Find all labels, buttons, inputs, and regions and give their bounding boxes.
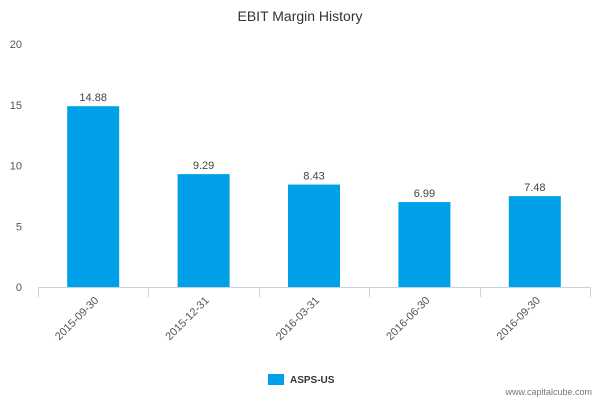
x-tick-label-2015-12-31: 2015-12-31 <box>163 295 211 343</box>
legend-swatch-asps-us <box>268 374 284 385</box>
y-tick-label: 20 <box>10 39 22 51</box>
bar-2016-06-30[interactable] <box>398 202 451 287</box>
legend-label-asps-us: ASPS-US <box>290 375 335 386</box>
data-labels: 14.88 9.29 8.43 6.99 7.48 <box>79 92 545 200</box>
x-tick-label-2015-09-30: 2015-09-30 <box>53 295 101 343</box>
bar-2015-12-31[interactable] <box>177 174 230 287</box>
y-tick-label: 10 <box>10 161 22 173</box>
chart-title: EBIT Margin History <box>238 8 363 24</box>
bar-2016-09-30[interactable] <box>508 196 561 287</box>
legend[interactable]: ASPS-US <box>268 374 335 386</box>
data-label-2015-09-30: 14.88 <box>79 92 107 104</box>
data-label-2015-12-31: 9.29 <box>193 160 214 172</box>
data-label-2016-06-30: 6.99 <box>414 188 435 200</box>
credit-text: www.capitalcube.com <box>504 387 592 397</box>
y-tick-label: 15 <box>10 100 22 112</box>
data-label-2016-09-30: 7.48 <box>524 182 545 194</box>
x-tick-label-2016-09-30: 2016-09-30 <box>495 295 543 343</box>
y-tick-label: 0 <box>16 282 22 294</box>
bar-series <box>67 106 561 287</box>
data-label-2016-03-31: 8.43 <box>303 171 324 183</box>
x-axis: 2015-09-30 2015-12-31 2016-03-31 2016-06-30… <box>38 287 591 343</box>
y-axis-ticks: 0 5 10 15 20 <box>10 39 22 294</box>
bar-2015-09-30[interactable] <box>67 106 120 287</box>
y-tick-label: 5 <box>16 221 22 233</box>
x-tick-label-2016-06-30: 2016-06-30 <box>384 295 432 343</box>
x-tick-label-2016-03-31: 2016-03-31 <box>274 295 322 343</box>
bar-2016-03-31[interactable] <box>288 184 340 287</box>
